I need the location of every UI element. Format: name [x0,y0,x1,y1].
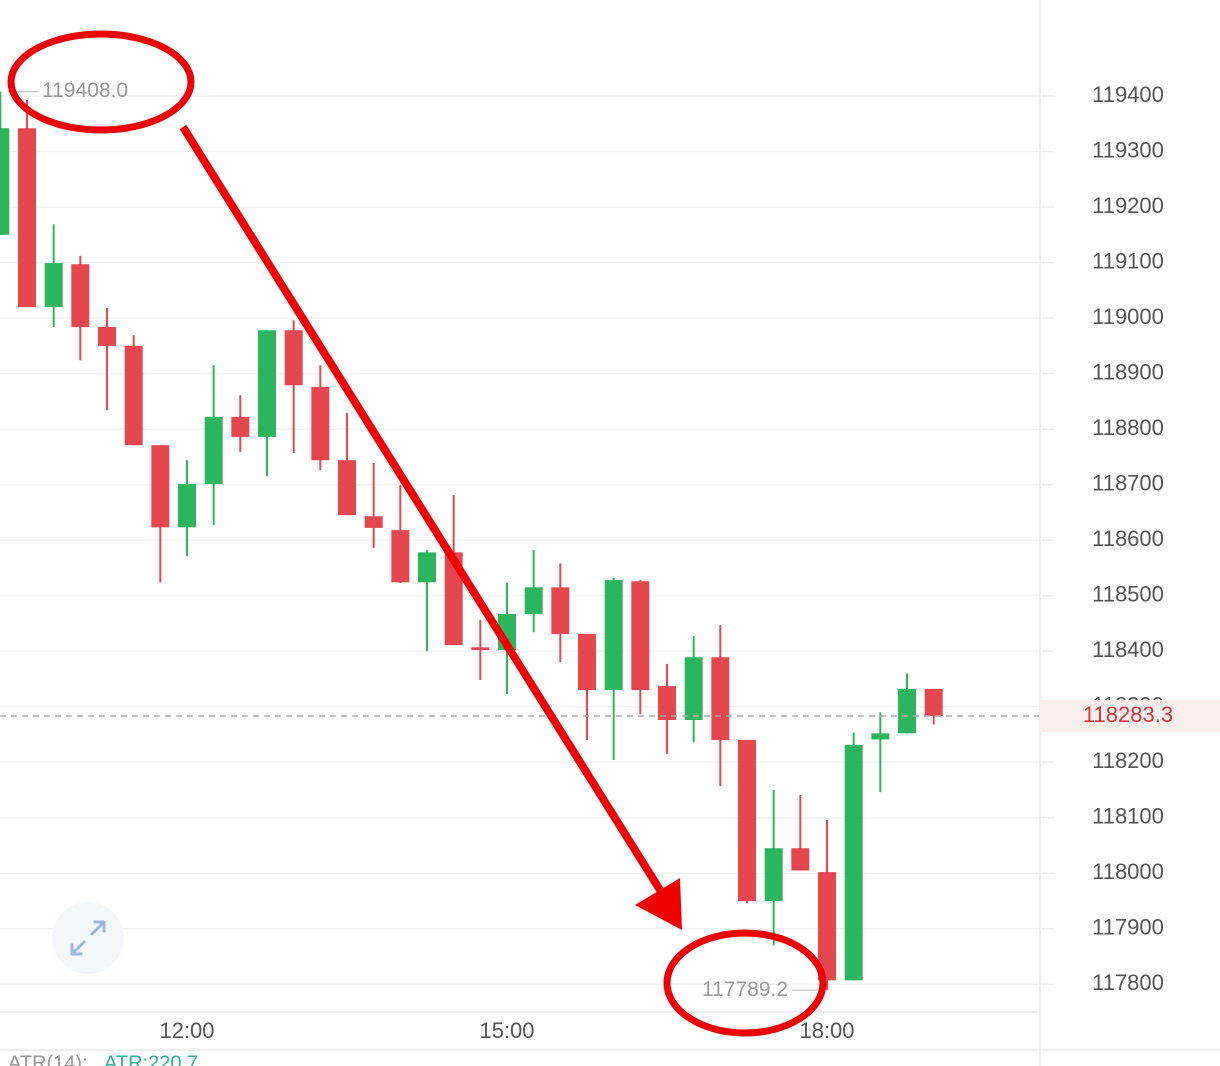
y-tick-label: 118600 [1092,526,1164,551]
annotation-arrowhead [635,878,682,930]
candle-body [524,587,543,614]
y-tick-label: 118500 [1092,581,1164,606]
x-tick-label: 18:00 [799,1018,854,1043]
candle-body [924,688,943,716]
candle-body [231,416,250,437]
y-tick-label: 119100 [1092,248,1164,273]
candle-body [151,445,170,528]
candle-body [44,263,63,307]
grid [0,95,1054,1013]
annotation-arrow [179,124,664,893]
candle-body [71,264,90,327]
candle-body [18,128,36,307]
candle-body [338,460,356,516]
candle-body [0,128,10,235]
candle-body [204,416,223,485]
candle-body [311,386,330,461]
y-tick-label: 118400 [1092,637,1164,662]
candle-body [844,744,863,981]
candle-body [684,657,703,721]
y-tick-label: 118900 [1092,359,1164,384]
indicator-name: ATR(14): [8,1052,88,1066]
y-tick-label: 119400 [1092,82,1164,107]
annotation-ellipse [7,30,195,134]
expand-icon[interactable] [70,920,106,956]
y-tick-label: 118200 [1092,748,1164,773]
y-tick-label: 119200 [1092,193,1164,218]
candle-body [418,552,436,583]
candle-body [444,552,463,646]
candle-body [604,580,623,691]
candle-body [631,581,650,691]
expand-bg[interactable] [52,902,124,974]
candle-body [124,345,143,446]
last-price-box [1040,699,1220,732]
labels: 1178001179001180001181001182001183001184… [8,79,1220,1043]
y-tick-label: 118800 [1092,415,1164,440]
candle-body [391,530,410,583]
candle-body [791,848,810,871]
candle-body [738,739,756,901]
annotation-ellipse [663,929,827,1037]
y-tick-label: 119000 [1092,304,1164,329]
candle-body [658,686,676,721]
indicator-value: ATR:220.7 [104,1052,198,1066]
last-price-label: 118283.3 [1083,702,1173,727]
candle-body [711,657,730,740]
candle-body [178,484,196,528]
candle-body [284,330,303,386]
y-tick-label: 118000 [1092,859,1164,884]
x-tick-label: 12:00 [159,1018,214,1043]
y-tick-label: 117800 [1092,970,1164,995]
candle-body [364,516,383,528]
candles [0,91,1040,991]
candle-body [578,633,596,691]
candle-body [818,872,836,981]
y-tick-label: 118700 [1092,470,1164,495]
candle-body [98,326,116,346]
annotations [7,30,827,1037]
x-tick-label: 15:00 [479,1018,534,1043]
high-marker-label: 119408.0 [42,79,128,102]
low-marker-label: 117789.2 [702,978,788,1001]
candle-body [471,647,490,651]
y-tick-label: 117900 [1092,915,1164,940]
y-tick-label: 118100 [1092,804,1164,829]
expand-button[interactable] [52,902,124,974]
candle-body [898,688,916,734]
candle-body [871,733,890,740]
candle-body [764,848,783,901]
candle-body [258,330,276,437]
candle-body [551,587,570,634]
y-tick-label: 119300 [1092,137,1164,162]
